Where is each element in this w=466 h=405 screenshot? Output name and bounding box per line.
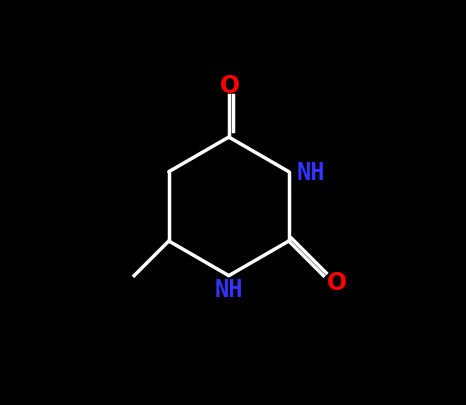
Text: NH: NH: [214, 278, 243, 302]
Text: O: O: [327, 270, 348, 294]
Text: O: O: [220, 73, 240, 98]
Text: NH: NH: [296, 160, 325, 184]
